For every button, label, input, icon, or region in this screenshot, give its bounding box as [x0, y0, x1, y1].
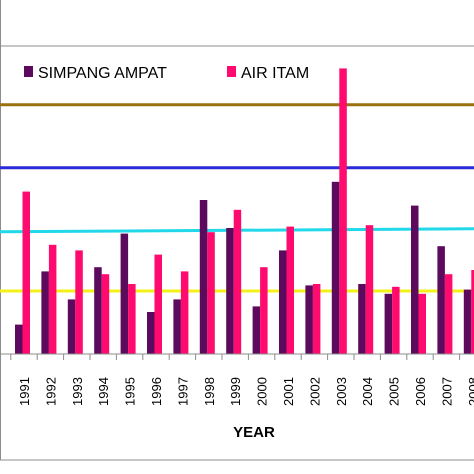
- bar-simpang-ampat: [147, 312, 155, 354]
- x-tick-labels: 1991 1992 1993 1994 1995 1996 1997 1998 1999 2000…: [17, 377, 474, 406]
- bars: [15, 68, 474, 355]
- bar-simpang-ampat: [94, 267, 102, 354]
- bar-air-itam: [365, 225, 374, 354]
- x-tick-label: 2007: [439, 377, 454, 406]
- bar-simpang-ampat: [331, 181, 340, 354]
- bar-simpang-ampat: [173, 299, 181, 354]
- bar-air-itam: [128, 284, 136, 354]
- bar-air-itam: [207, 232, 215, 354]
- x-tick-label: 1991: [17, 377, 32, 406]
- bar-air-itam: [180, 271, 189, 354]
- legend-label: SIMPANG AMPAT: [38, 65, 167, 82]
- x-tick-label: 1994: [96, 377, 111, 406]
- bar-air-itam: [312, 284, 321, 354]
- x-tick-label: 2002: [307, 377, 322, 406]
- bar-air-itam: [392, 286, 400, 354]
- x-tick-label: 1995: [123, 377, 138, 406]
- bar-simpang-ampat: [120, 233, 129, 354]
- x-tick-label: 2003: [334, 377, 349, 406]
- bar-air-itam: [260, 267, 268, 354]
- x-tick-label: 2000: [255, 377, 270, 406]
- bar-simpang-ampat: [384, 293, 393, 354]
- x-tick-label: 1992: [43, 377, 58, 406]
- bar-simpang-ampat: [279, 250, 287, 354]
- bar-air-itam: [154, 254, 162, 354]
- legend-swatch: [24, 66, 33, 77]
- bar-simpang-ampat: [67, 299, 76, 354]
- bar-simpang-ampat: [226, 228, 234, 354]
- chart-frame: [0, 0, 474, 461]
- bar-simpang-ampat: [15, 324, 23, 354]
- bar-air-itam: [22, 191, 30, 354]
- bar-air-itam: [286, 226, 294, 354]
- x-tick-label: 1997: [175, 377, 190, 406]
- bar-air-itam: [471, 270, 474, 354]
- bar-air-itam: [75, 250, 83, 354]
- bar-simpang-ampat: [411, 205, 419, 354]
- x-tick-label: 2006: [413, 377, 428, 406]
- x-tick-label: 1996: [149, 377, 164, 406]
- bar-simpang-ampat: [358, 284, 366, 354]
- bar-simpang-ampat: [41, 271, 49, 354]
- legend-swatch: [227, 66, 236, 77]
- x-tick-label: 1999: [228, 377, 243, 406]
- bar-air-itam: [444, 274, 453, 354]
- bar-simpang-ampat: [305, 285, 313, 354]
- x-tick-label: 2001: [281, 377, 296, 406]
- legend-label: AIR ITAM: [241, 65, 309, 82]
- x-ticks: [10, 354, 461, 360]
- bar-simpang-ampat: [463, 289, 472, 354]
- bar-air-itam: [418, 293, 426, 354]
- bar-simpang-ampat: [252, 306, 261, 354]
- bar-air-itam: [339, 68, 347, 355]
- bar-air-itam: [48, 244, 57, 354]
- x-tick-label: 2004: [360, 377, 375, 406]
- bar-air-itam: [233, 209, 242, 354]
- bar-simpang-ampat: [437, 246, 445, 354]
- legend: SIMPANG AMPAT AIR ITAM: [24, 65, 309, 82]
- bar-simpang-ampat: [199, 200, 208, 354]
- x-tick-label: 1998: [202, 377, 217, 406]
- x-tick-label: 2008: [466, 377, 474, 406]
- x-tick-label: 1993: [70, 377, 85, 406]
- x-tick-label: 2005: [387, 377, 402, 406]
- bar-air-itam: [101, 274, 110, 354]
- x-axis-title: YEAR: [233, 424, 275, 441]
